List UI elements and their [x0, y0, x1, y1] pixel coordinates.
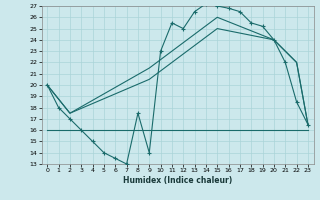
X-axis label: Humidex (Indice chaleur): Humidex (Indice chaleur) [123, 176, 232, 185]
